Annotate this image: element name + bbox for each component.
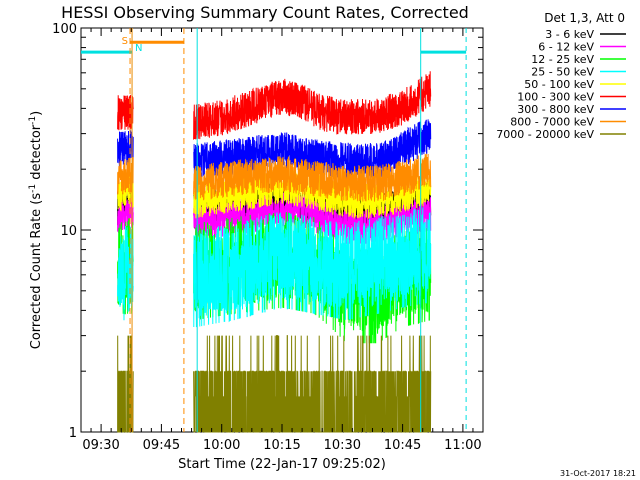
y-tick-label: 10: [60, 224, 77, 239]
legend-label: 50 - 100 keV: [524, 78, 594, 91]
legend-label: 300 - 800 keV: [517, 103, 594, 116]
series-line: [117, 335, 432, 433]
marker-layer: SN: [81, 28, 467, 432]
timestamp: 31-Oct-2017 18:21: [560, 469, 636, 478]
x-axis-label: Start Time (22-Jan-17 09:25:02): [178, 457, 386, 472]
series-line: [117, 153, 432, 202]
y-axis-label: Corrected Count Rate (s-1 detector-1): [28, 111, 44, 349]
x-tick-label: 09:30: [82, 438, 119, 453]
x-tick-label: 10:30: [324, 438, 361, 453]
saa-label: S: [122, 36, 128, 47]
legend-label: 7000 - 20000 keV: [496, 128, 594, 141]
x-tick-label: 10:45: [384, 438, 421, 453]
legend-label: 3 - 6 keV: [545, 28, 594, 41]
legend-label: 25 - 50 keV: [531, 66, 594, 79]
y-axis-label-mid: detector: [29, 124, 44, 184]
y-axis-label-sup2: -1: [28, 116, 38, 125]
series-line: [117, 207, 432, 328]
series-layer: [117, 71, 432, 433]
axis-layer: 09:30 09:45 10:00 10:15 10:30 10:45 11:00 1 10 10…: [52, 22, 483, 453]
chart-title: HESSI Observing Summary Count Rates, Cor…: [61, 3, 469, 22]
series-line: [117, 119, 432, 180]
x-tick-label: 10:00: [203, 438, 240, 453]
legend-label: 6 - 12 keV: [538, 41, 594, 54]
legend-label: 800 - 7000 keV: [510, 116, 594, 129]
night-label: N: [135, 43, 142, 54]
y-tick-label: 100: [52, 22, 77, 37]
x-tick-label: 11:00: [444, 438, 481, 453]
legend-label: 12 - 25 keV: [531, 53, 594, 66]
x-tick-label: 09:45: [143, 438, 180, 453]
y-axis-label-end: ): [29, 111, 44, 116]
series-line: [117, 71, 432, 140]
y-tick-label: 1: [69, 426, 77, 441]
x-tick-label: 10:15: [263, 438, 300, 453]
y-axis-label-main: Corrected Count Rate (s: [29, 193, 44, 350]
y-axis-label-sup1: -1: [28, 184, 38, 193]
legend-label: 100 - 300 keV: [517, 91, 594, 104]
legend-title: Det 1,3, Att 0: [544, 11, 625, 25]
